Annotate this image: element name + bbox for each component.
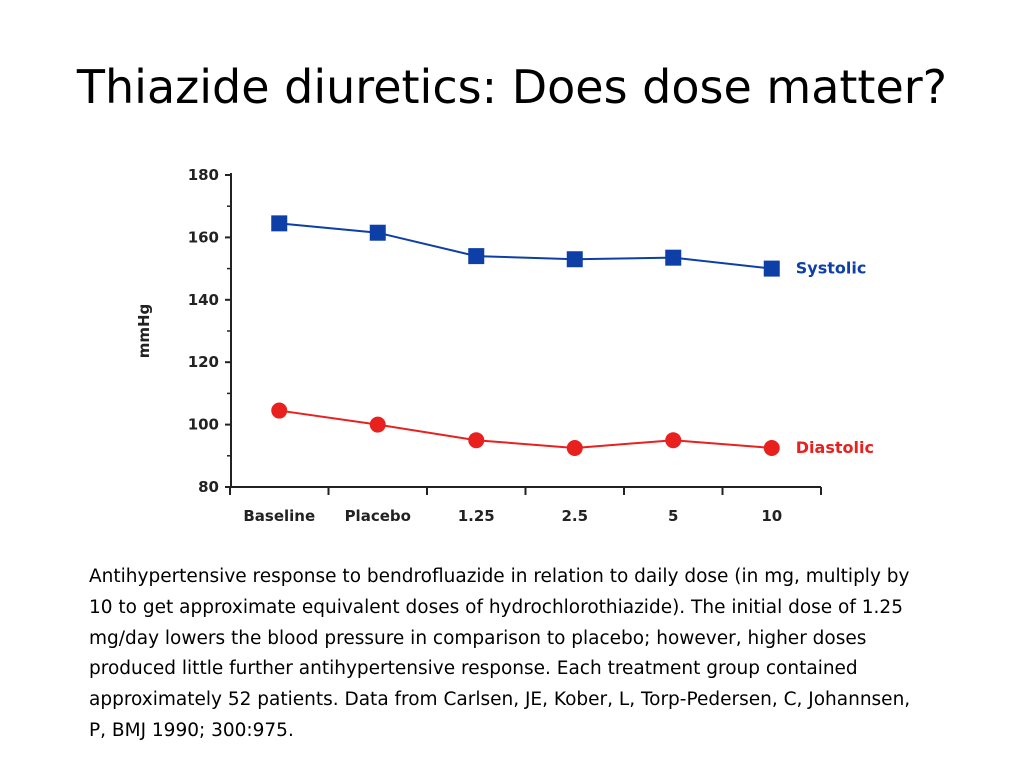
diastolic-point	[763, 440, 780, 456]
x-tick-label: Baseline	[243, 507, 315, 525]
x-tick-label: 2.5	[561, 507, 588, 525]
systolic-point	[468, 248, 485, 265]
diastolic-point	[566, 440, 583, 456]
systolic-line	[279, 222, 772, 270]
y-tick-label: 120	[188, 353, 219, 371]
y-tick-label: 180	[188, 166, 219, 184]
y-axis-title: mmHg	[135, 304, 153, 359]
x-tick-label: Placebo	[345, 507, 411, 525]
chart-area: 80 100 120 140 160 180 mmHg Baseline Placebo 1.25…	[120, 150, 900, 540]
systolic-point	[566, 251, 583, 268]
x-tick-label: 1.25	[458, 507, 495, 525]
diastolic-label: Diastolic	[796, 438, 874, 457]
systolic-point	[271, 215, 288, 232]
y-tick-label: 160	[188, 228, 219, 246]
y-tick-label: 100	[188, 416, 219, 434]
x-tick-label: 10	[761, 507, 782, 525]
diastolic-point	[468, 432, 485, 449]
diastolic-point	[369, 416, 386, 433]
diastolic-point	[665, 432, 682, 449]
systolic-point	[763, 260, 780, 277]
x-tick-label: 5	[668, 507, 678, 525]
diastolic-line	[279, 409, 772, 450]
systolic-label: Systolic	[796, 259, 867, 278]
slide-title: Thiazide diuretics: Does dose matter?	[76, 60, 948, 114]
blood-pressure-chart: 80 100 120 140 160 180 mmHg Baseline Placebo 1.25…	[135, 166, 874, 525]
diastolic-point	[271, 402, 288, 419]
slide-caption: Antihypertensive response to bendrofluaz…	[89, 566, 911, 741]
y-tick-label: 140	[188, 291, 219, 309]
y-tick-label: 80	[198, 478, 219, 496]
systolic-point	[369, 224, 386, 241]
systolic-point	[665, 249, 682, 266]
